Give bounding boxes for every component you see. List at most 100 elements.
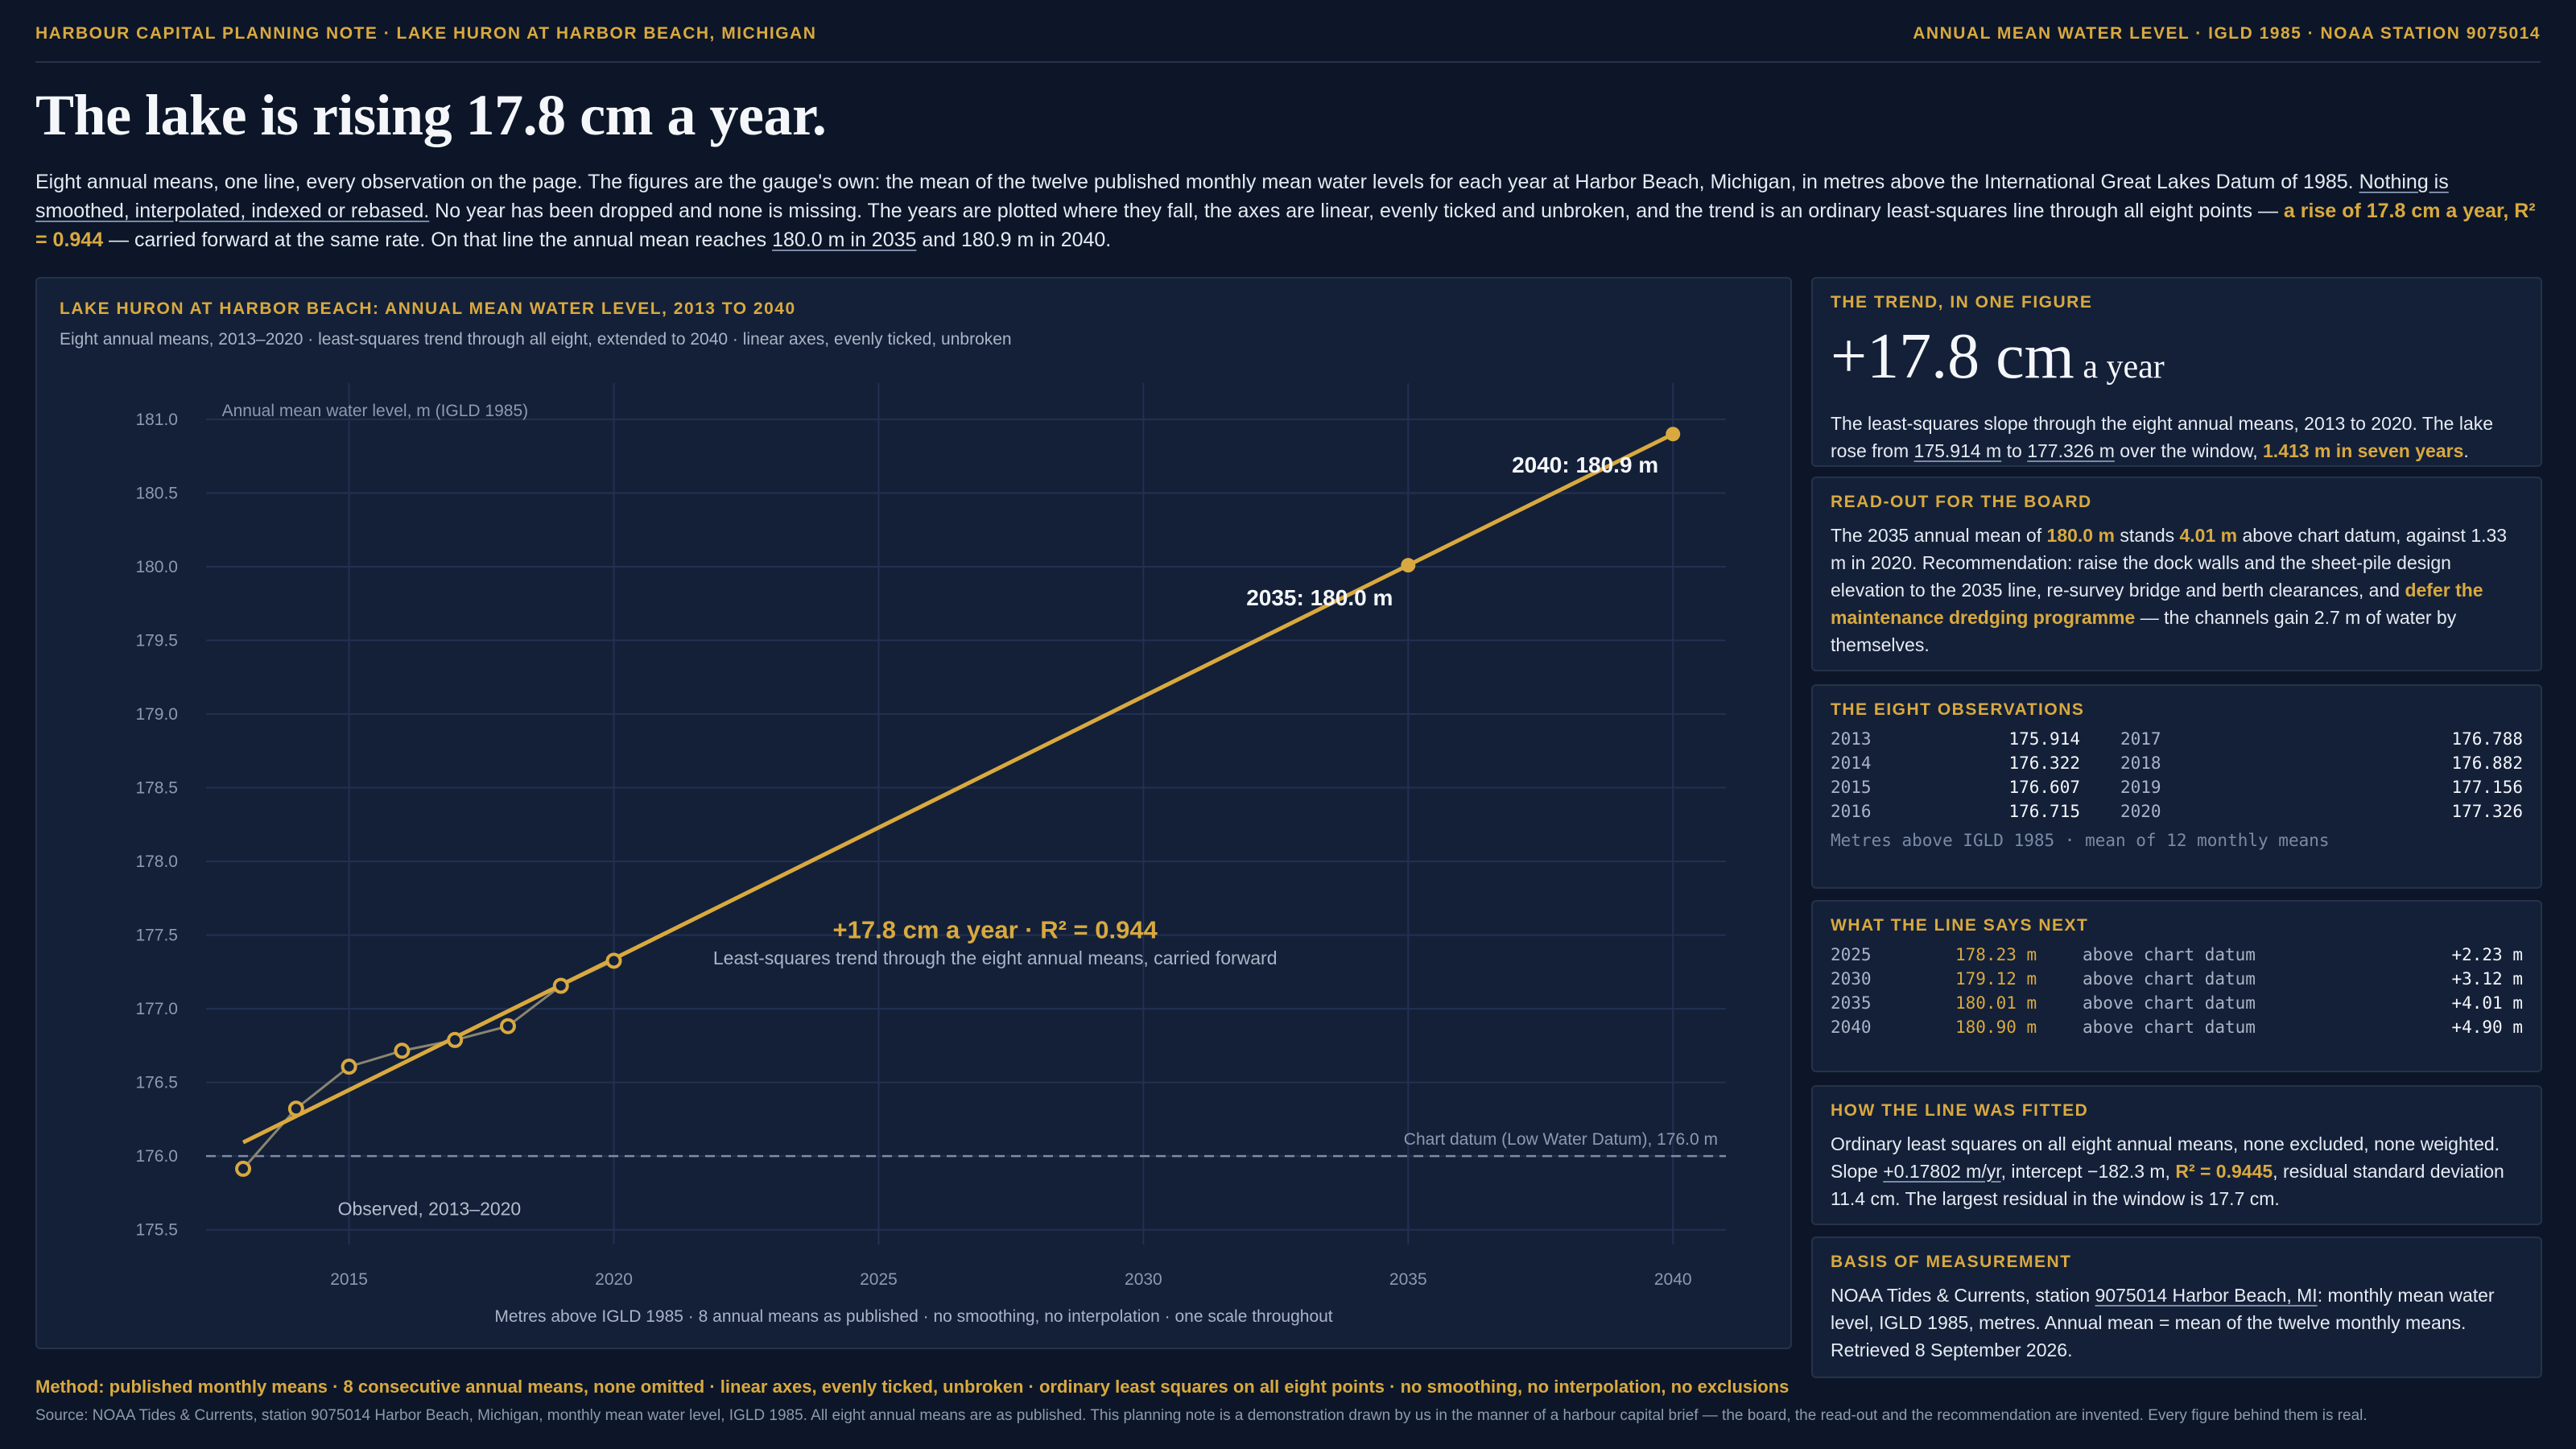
obs-value: 177.326 xyxy=(2451,802,2523,821)
readout-dredging-highlight: defer the maintenance dredging programme xyxy=(1831,580,2483,628)
readout-t3: stands xyxy=(2114,525,2180,546)
next-value: 180.90 m xyxy=(1955,1018,2037,1037)
y-tick-label: 179.5 xyxy=(135,631,178,650)
basis-station-link[interactable]: 9075014 Harbor Beach, MI xyxy=(2095,1285,2318,1306)
trend-annotation: +17.8 cm a year · R² = 0.944 xyxy=(833,915,1158,943)
fit-t1: Ordinary least squares on all eight annu… xyxy=(1831,1133,2500,1182)
trend-rise-highlight: 1.413 m in seven years xyxy=(2263,440,2464,461)
next-year: 2040 xyxy=(1831,1018,1872,1037)
trend-big-suffix: a year xyxy=(2074,349,2165,386)
x-tick-label: 2015 xyxy=(330,1270,368,1289)
obs-value: 176.788 xyxy=(2451,729,2523,749)
y-tick-label: 175.5 xyxy=(135,1221,178,1240)
y-tick-label: 176.0 xyxy=(135,1147,178,1166)
fit-slope: +0.17802 m/yr xyxy=(1883,1161,2001,1182)
next-delta: +4.01 m xyxy=(2451,993,2523,1013)
observations-table: 2013 175.914 2017 176.788 2014 176.322 2018 176… xyxy=(1831,729,2523,821)
observed-series-line xyxy=(242,960,615,1170)
readout-t7: — the channels gain 2.7 m of water by th… xyxy=(1831,607,2457,655)
next-year: 2025 xyxy=(1831,945,1872,964)
obs-value: 176.882 xyxy=(2451,753,2523,773)
obs-value: 176.715 xyxy=(2008,802,2080,821)
fit-r2: R² = 0.9445 xyxy=(2175,1161,2273,1182)
observed-point xyxy=(605,952,622,969)
observations-heading: THE EIGHT OBSERVATIONS xyxy=(1831,700,2085,719)
obs-year: 2019 xyxy=(2120,778,2161,797)
readout-card: READ-OUT FOR THE BOARD The 2035 annual m… xyxy=(1811,477,2542,671)
readout-text: The 2035 annual mean of 180.0 m stands 4… xyxy=(1831,522,2523,658)
projection-point xyxy=(1401,558,1416,573)
y-tick-label: 179.0 xyxy=(135,705,178,724)
trend-start-value: 175.914 m xyxy=(1913,440,2002,461)
readout-above-datum: 4.01 m xyxy=(2179,525,2238,546)
obs-year: 2018 xyxy=(2120,753,2161,773)
intro-text-5: — carried forward at the same rate. On t… xyxy=(103,229,773,251)
trend-card: THE TREND, IN ONE FIGURE +17.8 cm a year… xyxy=(1811,277,2542,467)
y-tick-label: 180.0 xyxy=(135,558,178,576)
next-delta: +4.90 m xyxy=(2451,1018,2523,1037)
basis-text: NOAA Tides & Currents, station 9075014 H… xyxy=(1831,1282,2523,1364)
trend-annotation-sub: Least-squares trend through the eight an… xyxy=(713,947,1278,968)
observed-point xyxy=(552,977,569,994)
trend-line xyxy=(242,431,1674,1145)
observations-note: Metres above IGLD 1985 · mean of 12 mont… xyxy=(1831,831,2330,850)
obs-value: 176.607 xyxy=(2008,778,2080,797)
obs-year: 2016 xyxy=(1831,802,1872,821)
x-tick-label: 2030 xyxy=(1125,1270,1162,1289)
next-table: 2025 178.23 m above chart datum +2.23 m 2030… xyxy=(1831,945,2523,1037)
intro-paragraph: Eight annual means, one line, every obse… xyxy=(35,167,2544,254)
projection-point xyxy=(1666,427,1681,442)
chart-title: LAKE HURON AT HARBOR BEACH: ANNUAL MEAN … xyxy=(60,299,796,318)
obs-year: 2017 xyxy=(2120,729,2161,749)
series-label: Observed, 2013–2020 xyxy=(338,1198,522,1219)
basis-heading: BASIS OF MEASUREMENT xyxy=(1831,1253,2072,1271)
observed-point xyxy=(447,1031,464,1048)
y-axis-label: Annual mean water level, m (IGLD 1985) xyxy=(222,402,529,420)
observed-point xyxy=(499,1018,516,1034)
trend-big-value: +17.8 cm xyxy=(1831,321,2074,392)
chart-subtitle: Eight annual means, 2013–2020 · least-sq… xyxy=(60,330,1012,349)
trend-t5: over the window, xyxy=(2114,440,2264,461)
x-tick-label: 2040 xyxy=(1654,1270,1692,1289)
page-title: The lake is rising 17.8 cm a year. xyxy=(35,83,827,147)
projection-label: 2035: 180.0 m xyxy=(1246,585,1393,610)
chart-footer: Metres above IGLD 1985 · 8 annual means … xyxy=(494,1307,1333,1326)
trend-big-figure: +17.8 cm a year xyxy=(1831,322,2523,402)
observed-point xyxy=(235,1160,252,1177)
next-delta: +2.23 m xyxy=(2451,945,2523,964)
next-row: 2025 178.23 m above chart datum +2.23 m xyxy=(1831,945,2523,964)
y-tick-label: 177.0 xyxy=(135,1000,178,1018)
obs-value: 177.156 xyxy=(2451,778,2523,797)
obs-year: 2014 xyxy=(1831,753,1872,773)
x-tick-label: 2020 xyxy=(595,1270,633,1289)
y-tick-label: 181.0 xyxy=(135,411,178,429)
projection-label: 2040: 180.9 m xyxy=(1512,452,1658,477)
next-desc: above chart datum xyxy=(2083,993,2256,1013)
next-card: WHAT THE LINE SAYS NEXT 2025 178.23 m abov… xyxy=(1811,900,2542,1072)
next-value: 179.12 m xyxy=(1955,969,2037,989)
y-tick-label: 180.5 xyxy=(135,484,178,502)
chart-datum-label: Chart datum (Low Water Datum), 176.0 m xyxy=(1404,1130,1718,1149)
intro-text-7: and 180.9 m in 2040. xyxy=(916,229,1112,251)
observed-point xyxy=(287,1100,304,1117)
basis-t3: : monthly mean water level, IGLD 1985, m… xyxy=(1831,1285,2495,1360)
y-tick-label: 177.5 xyxy=(135,927,178,945)
next-year: 2035 xyxy=(1831,993,1872,1013)
obs-value: 175.914 xyxy=(2008,729,2080,749)
next-desc: above chart datum xyxy=(2083,969,2256,989)
readout-heading: READ-OUT FOR THE BOARD xyxy=(1831,493,2092,511)
header-right: ANNUAL MEAN WATER LEVEL · IGLD 1985 · NO… xyxy=(1913,24,2541,43)
y-tick-label: 176.5 xyxy=(135,1074,178,1092)
fit-heading: HOW THE LINE WAS FITTED xyxy=(1831,1101,2089,1120)
chart-svg: 175.5 176.0 176.5 177.0 177.5 178.0 178.5 179.0… xyxy=(135,383,1726,1289)
readout-t5: above chart datum, against 1.33 m in 202… xyxy=(1831,525,2508,601)
basis-t1: NOAA Tides & Currents, station xyxy=(1831,1285,2095,1306)
trend-t7: . xyxy=(2463,440,2469,461)
obs-year: 2020 xyxy=(2120,802,2161,821)
fit-card: HOW THE LINE WAS FITTED Ordinary least s… xyxy=(1811,1085,2542,1225)
obs-year: 2015 xyxy=(1831,778,1872,797)
readout-2035-value: 180.0 m xyxy=(2046,525,2115,546)
x-tick-label: 2025 xyxy=(860,1270,898,1289)
next-value: 180.01 m xyxy=(1955,993,2037,1013)
chart-panel: 175.5 176.0 176.5 177.0 177.5 178.0 178.5 179.0… xyxy=(35,277,1792,1349)
